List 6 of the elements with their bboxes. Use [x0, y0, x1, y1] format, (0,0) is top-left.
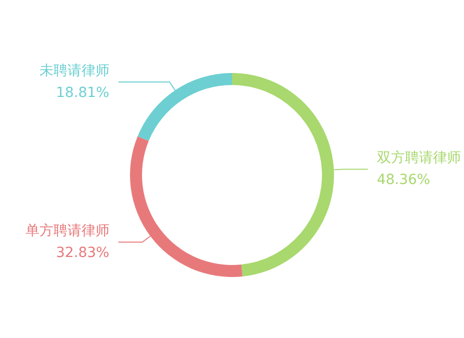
- slice-label: 单方聘请律师: [25, 223, 110, 240]
- data-label: 48.36%: [376, 172, 430, 188]
- slice-label: 双方聘请律师: [376, 150, 461, 166]
- data-label: 32.83%: [56, 245, 110, 262]
- slice-label: 未聘请律师: [39, 62, 110, 79]
- data-label: 18.81%: [56, 84, 110, 101]
